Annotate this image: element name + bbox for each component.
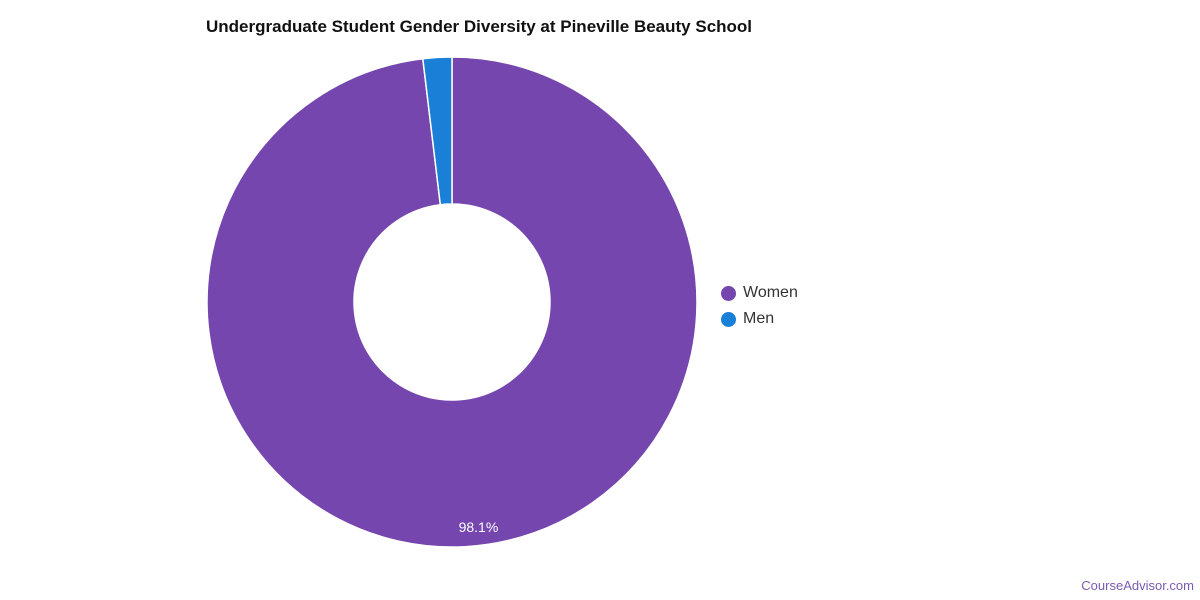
data-label-women: 98.1% [459,519,499,535]
legend-item-women[interactable]: Women [721,280,798,306]
slice-women[interactable] [206,56,698,548]
chart-title: Undergraduate Student Gender Diversity a… [206,17,753,36]
credit-link[interactable]: CourseAdvisor.com [1081,578,1194,593]
slice-men[interactable] [421,56,453,206]
legend-item-men[interactable]: Men [721,306,798,332]
legend-swatch-women [721,285,736,301]
legend-label-men: Men [743,310,775,327]
legend-label-women: Women [743,284,798,301]
legend: Women Men [721,280,798,332]
legend-swatch-men [721,311,736,327]
